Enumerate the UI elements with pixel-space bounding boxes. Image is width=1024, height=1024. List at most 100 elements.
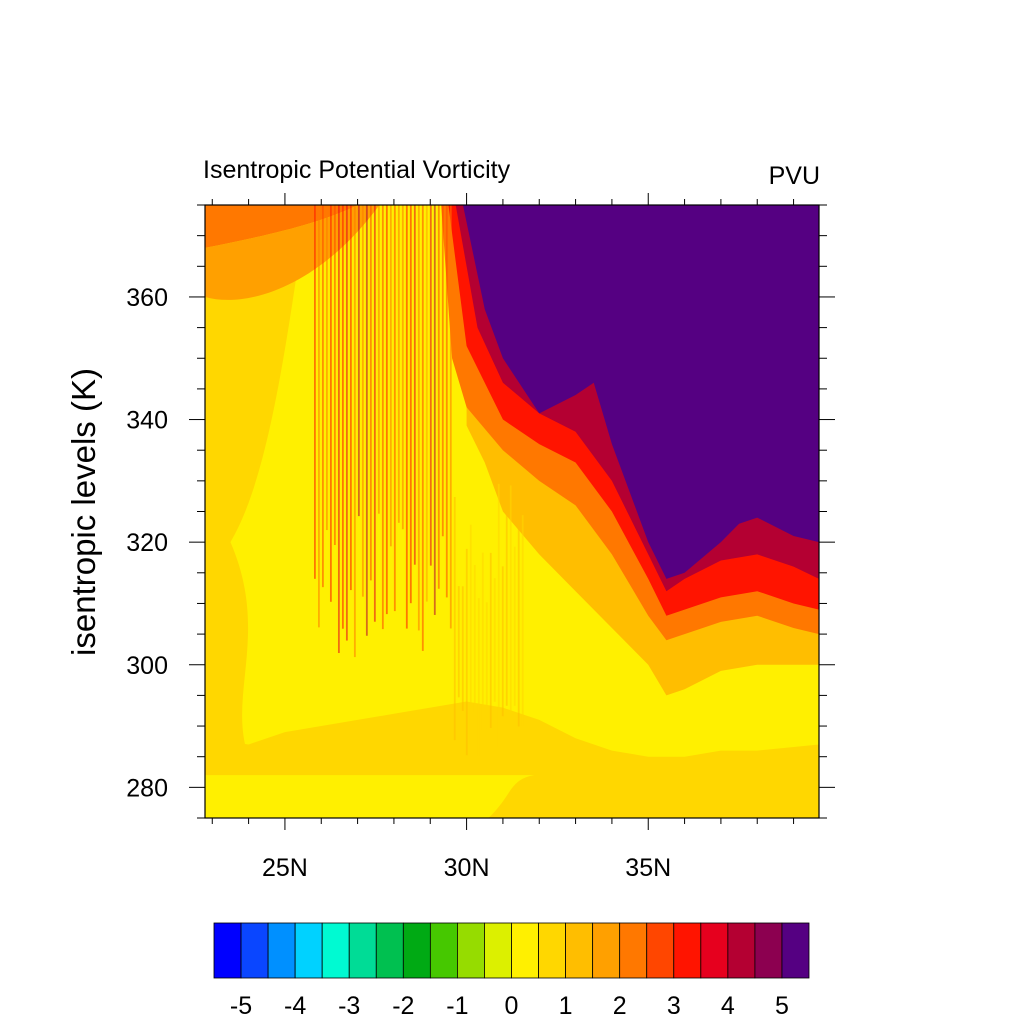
x-tick-label: 35N (625, 854, 671, 882)
pv-streak (437, 205, 440, 589)
pv-streak (329, 205, 332, 602)
pv-streak (445, 205, 448, 598)
pv-streak (345, 205, 348, 641)
pv-streak (409, 205, 412, 604)
pv-streak (453, 497, 456, 741)
pv-streak (389, 205, 392, 547)
pv-streak (441, 205, 444, 537)
pv-streak (421, 205, 424, 651)
pv-streak (357, 205, 360, 517)
y-tick-label: 360 (126, 284, 168, 312)
pv-streak (353, 205, 356, 658)
colorbar-label: 3 (667, 992, 681, 1020)
colorbar-swatch (240, 922, 269, 979)
y-tick-label: 340 (126, 407, 168, 435)
pv-field (205, 205, 819, 818)
x-tick-label: 30N (444, 854, 490, 882)
colorbar-swatch (646, 922, 675, 979)
colorbar-swatch (294, 922, 323, 979)
colorbar-swatch (781, 922, 810, 979)
pv-streak (325, 205, 328, 531)
colorbar-swatch (484, 922, 512, 979)
y-axis-label: isentropic levels (K) (65, 368, 102, 656)
chart-title: Isentropic Potential Vorticity (203, 156, 511, 184)
y-tick-label: 300 (126, 652, 168, 680)
pv-streak (501, 566, 504, 717)
pv-streak (505, 509, 508, 706)
pv-streak (397, 205, 400, 523)
pv-streak (337, 205, 340, 654)
colorbar-swatch (267, 922, 296, 979)
colorbar-label: 0 (505, 992, 519, 1020)
pv-streak (485, 602, 488, 729)
colorbar-swatch (619, 922, 648, 979)
pv-streak (465, 548, 468, 756)
pv-region-lowlat (205, 205, 307, 757)
pv-streak (425, 205, 428, 602)
pv-streak (509, 485, 512, 752)
pv-streak (377, 205, 380, 514)
colorbar-swatch (565, 922, 594, 979)
colorbar: -5 -4 -3 -2 -1 0 1 2 3 4 5 (213, 922, 810, 1020)
pv-streak (365, 205, 368, 636)
colorbar-label: 5 (775, 992, 789, 1020)
pv-streak (385, 205, 388, 615)
colorbar-swatch (213, 922, 242, 979)
pv-streak (417, 205, 420, 631)
colorbar-swatch (673, 922, 702, 979)
colorbar-swatch (592, 922, 621, 979)
colorbar-label: -1 (446, 992, 468, 1020)
pv-streak (469, 524, 472, 744)
y-tick-label: 320 (126, 529, 168, 557)
colorbar-swatch (457, 922, 485, 979)
colorbar-swatch (321, 922, 350, 979)
pv-contour-region (462, 205, 819, 579)
colorbar-label: 1 (559, 992, 573, 1020)
colorbar-label: -5 (230, 992, 252, 1020)
colorbar-swatch (375, 922, 404, 979)
pv-streak (413, 205, 416, 565)
pv-streak (313, 205, 316, 579)
pv-streak (457, 586, 460, 698)
pv-streak (405, 205, 408, 629)
colorbar-label: -2 (392, 992, 414, 1020)
pv-streak (493, 578, 496, 702)
pv-streak (433, 205, 436, 615)
colorbar-swatch (429, 922, 458, 979)
pv-streak (473, 564, 476, 712)
colorbar-label: 4 (721, 992, 735, 1020)
pv-streak (489, 552, 492, 728)
pv-field-streaks (313, 205, 524, 757)
pv-streak (317, 205, 320, 628)
colorbar-swatch (700, 922, 729, 979)
pv-streak (361, 205, 364, 597)
x-axis: 25N 30N 35N (211, 193, 795, 882)
pv-streak (393, 205, 396, 612)
colorbar-label: -3 (338, 992, 360, 1020)
pv-region-upperleft-2 (205, 205, 380, 300)
pv-streak (341, 205, 344, 629)
pv-streak (517, 498, 520, 727)
colorbar-label: -4 (284, 992, 306, 1020)
y-axis: 280 300 320 340 360 (126, 204, 835, 819)
pv-streak (333, 205, 336, 546)
pv-contour-region (205, 701, 819, 818)
pv-streak (429, 205, 432, 566)
pv-streak (461, 586, 464, 711)
pv-streak (481, 552, 484, 730)
colorbar-swatch (754, 922, 783, 979)
pv-streak (349, 205, 352, 591)
pv-streak (521, 515, 524, 727)
colorbar-swatch (348, 922, 377, 979)
pv-streak (477, 598, 480, 757)
colorbar-swatch (402, 922, 431, 979)
pv-streak (401, 205, 404, 530)
y-tick-label: 280 (126, 774, 168, 802)
pv-streak (513, 546, 516, 706)
x-tick-label: 25N (262, 854, 308, 882)
colorbar-swatch (538, 922, 566, 979)
pv-streak (321, 205, 324, 588)
pv-streak (373, 205, 376, 622)
pv-streak (369, 205, 372, 581)
